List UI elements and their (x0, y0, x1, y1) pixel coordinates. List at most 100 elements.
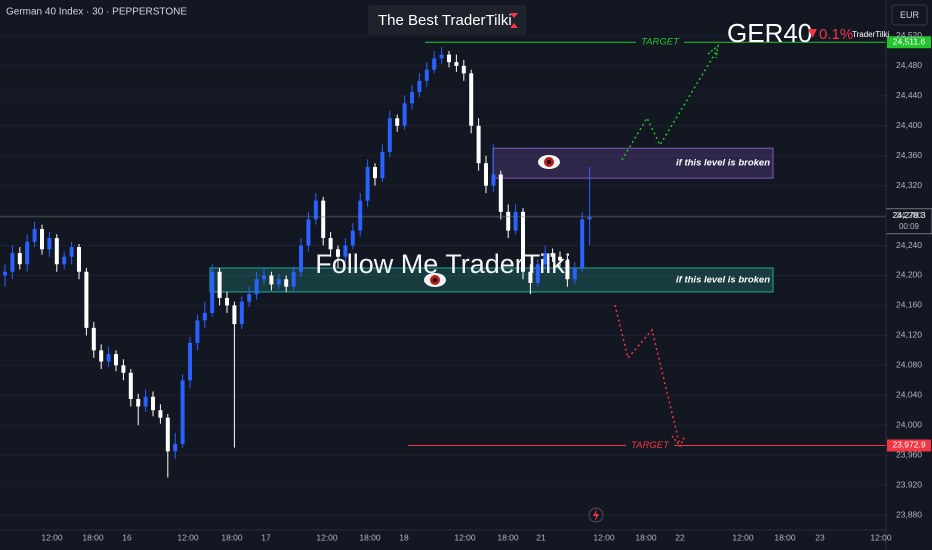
y-tick-label: 24,000 (896, 419, 922, 429)
candle-body (254, 279, 259, 295)
candle-body (210, 271, 215, 313)
candle-body (202, 312, 207, 321)
candle-body (77, 247, 81, 272)
candle-body (365, 166, 370, 201)
eye-icon (538, 155, 560, 169)
overlay: 24,278.3 00:09 TARGET 24,511.6 TARGET 23,972.… (0, 36, 932, 452)
x-tick-label: 12:00 (454, 532, 476, 542)
candle-body (291, 271, 296, 287)
candle-body (565, 260, 570, 280)
symbol-title: German 40 Index · 30 · PEPPERSTONE (6, 7, 187, 18)
x-tick-label: 12:00 (732, 532, 754, 542)
y-tick-label: 24,520 (896, 30, 922, 40)
candle-body (521, 211, 525, 272)
target-price-box (887, 439, 931, 452)
candle-body (321, 200, 326, 239)
y-tick-label: 24,240 (896, 240, 922, 250)
x-tick-label: 12:00 (593, 532, 615, 542)
candle-body (513, 211, 518, 231)
candle-body (17, 253, 22, 265)
target-price: 24,511.6 (893, 36, 926, 46)
banner-icon (510, 13, 518, 28)
x-tick-label: 12:00 (177, 532, 199, 542)
target-price-box (887, 36, 931, 49)
x-tick-label: 18 (399, 532, 409, 542)
x-tick-label: 23 (815, 532, 825, 542)
down-arrow (808, 29, 817, 38)
candle-body (528, 271, 533, 283)
watermark: Follow Me TraderTilki (315, 249, 571, 279)
candle-body (195, 320, 200, 343)
y-tick-label: 24,080 (896, 360, 922, 370)
x-tick-label: 18:00 (359, 532, 381, 542)
candle-body (432, 58, 437, 70)
candle-body (158, 410, 163, 418)
y-tick-label: 24,040 (896, 390, 922, 400)
candle-body (188, 342, 192, 381)
candle-body (232, 305, 237, 325)
candle-body (454, 62, 459, 66)
candle-body (32, 229, 37, 242)
candle-body (151, 396, 155, 411)
up-arrow-head (707, 44, 720, 59)
x-tick-label: 18:00 (221, 532, 243, 542)
x-tick-label: 12:00 (41, 532, 63, 542)
candle-body (62, 256, 67, 265)
candle-body (114, 354, 118, 366)
target-label-bg (636, 36, 684, 49)
candle-body (380, 151, 385, 179)
y-tick-label: 24,280 (896, 210, 922, 220)
candle-body (91, 327, 96, 351)
candle-body (306, 219, 311, 246)
currency[interactable]: EUR (900, 10, 920, 20)
candle-body (269, 275, 274, 285)
candle-body (402, 103, 407, 126)
grid (0, 35, 889, 516)
y-tick-label: 23,960 (896, 449, 922, 459)
x-tick-label: 21 (536, 532, 546, 542)
candle-body (461, 65, 466, 74)
y-tick-label: 24,200 (896, 270, 922, 280)
candle-body (121, 365, 126, 373)
zone-label: if this level is broken (676, 158, 770, 169)
candle-body (247, 294, 252, 302)
candle-body (558, 256, 562, 261)
candle-body (54, 238, 59, 265)
x-tick-label: 18:00 (497, 532, 519, 542)
x-tick-label: 12:00 (316, 532, 338, 542)
y-tick-label: 24,320 (896, 180, 922, 190)
candle-body (484, 163, 488, 186)
candle-body (47, 238, 52, 250)
y-tick-label: 24,400 (896, 120, 922, 130)
zone (209, 267, 774, 293)
candle-body (284, 279, 289, 287)
target-name: TARGET (631, 440, 670, 451)
candle-body (343, 245, 348, 257)
candle-body (128, 372, 133, 399)
ticker-author: TraderTilki (852, 30, 889, 39)
y-tick-label: 23,920 (896, 479, 922, 489)
target-price: 23,972.9 (892, 440, 925, 450)
alert-icon[interactable] (588, 507, 604, 523)
candle-body (173, 443, 178, 452)
candle-body (498, 174, 503, 212)
candles (3, 47, 592, 478)
x-tick-label: 22 (675, 532, 685, 542)
candle-body (417, 80, 422, 93)
y-tick-label: 24,120 (896, 330, 922, 340)
countdown: 00:09 (899, 222, 920, 231)
currency-button[interactable] (891, 4, 928, 26)
candle-body (395, 118, 400, 126)
target-label-bg (626, 439, 674, 452)
y-tick-label: 24,440 (896, 90, 922, 100)
y-tick-label: 23,880 (896, 509, 922, 519)
candle-body (447, 54, 451, 63)
candle-body (3, 271, 7, 276)
candle-body (506, 211, 511, 231)
candle-body (535, 264, 540, 283)
candle-body (225, 297, 229, 306)
candle-body (99, 350, 104, 362)
candle-body (313, 200, 318, 220)
candle-body (25, 241, 30, 265)
y-tick-label: 24,160 (896, 300, 922, 310)
